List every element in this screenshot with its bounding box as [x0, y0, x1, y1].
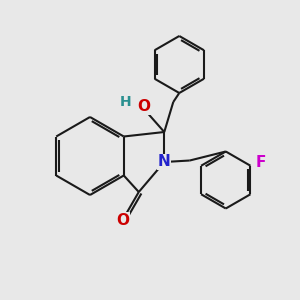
Text: O: O — [116, 213, 129, 228]
Text: F: F — [256, 155, 266, 170]
Text: H: H — [119, 95, 131, 109]
Text: O: O — [137, 99, 150, 114]
Text: N: N — [158, 154, 171, 169]
